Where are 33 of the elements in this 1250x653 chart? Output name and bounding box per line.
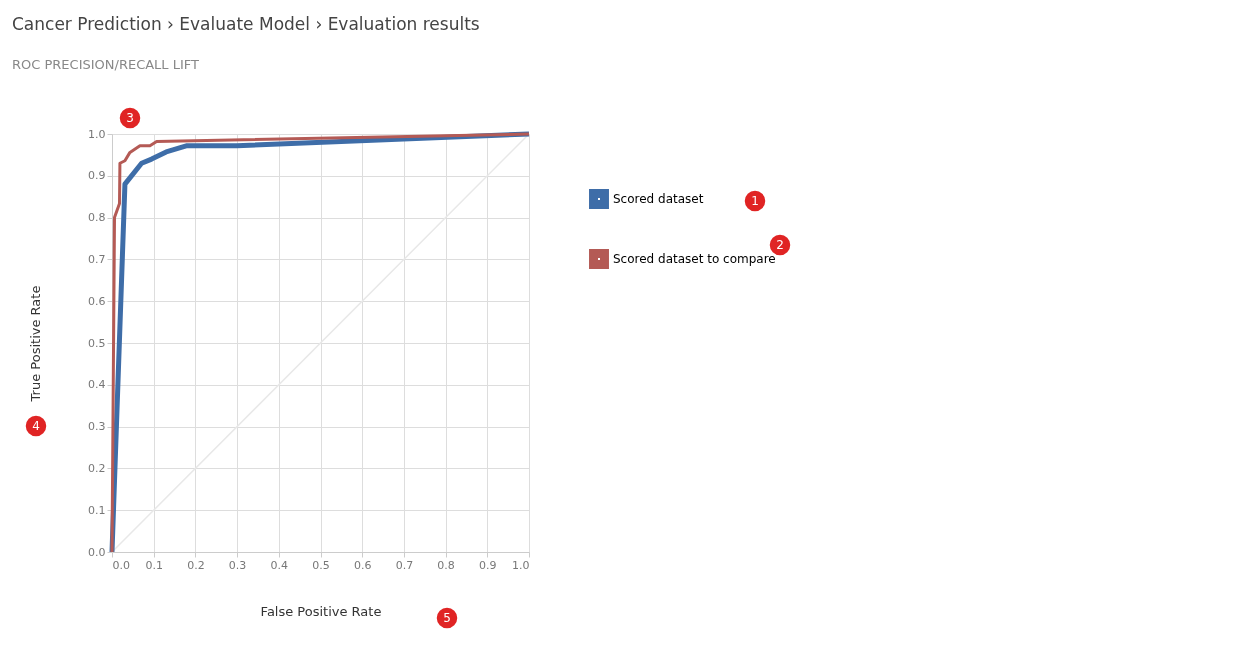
y-tick-label: 0.7 xyxy=(88,252,106,266)
x-tick-label: 0.5 xyxy=(312,558,330,572)
y-tick-label: 0.2 xyxy=(88,461,106,475)
x-tick-label: 0.7 xyxy=(395,558,414,572)
x-tick-label: 1.0 xyxy=(512,558,530,572)
x-axis-title: False Positive Rate xyxy=(260,603,382,619)
y-tick-label: 0.5 xyxy=(88,336,106,350)
text: 4 xyxy=(32,419,40,433)
text: 5 xyxy=(443,611,451,625)
y-tick-label: 0.6 xyxy=(88,294,106,308)
y-axis-title: True Positive Rate xyxy=(28,285,44,403)
x-tick-label: 0.4 xyxy=(270,558,289,572)
text: 2 xyxy=(776,238,784,252)
text: 3 xyxy=(126,111,134,125)
y-tick-label: 0.0 xyxy=(88,545,106,559)
x-tick-label: 0.2 xyxy=(187,558,205,572)
x-tick-label: 0.0 xyxy=(112,558,130,572)
x-tick-label: 0.3 xyxy=(228,558,247,572)
x-tick-label: 0.9 xyxy=(479,558,497,572)
legend-label: Scored dataset xyxy=(613,192,704,206)
y-tick-label: 0.9 xyxy=(88,169,106,183)
y-tick-label: 0.3 xyxy=(88,420,106,434)
x-tick-label: 0.8 xyxy=(437,558,455,572)
y-tick-label: 0.8 xyxy=(88,211,106,225)
y-tick-label: 0.1 xyxy=(88,503,106,517)
y-tick-label: 1.0 xyxy=(88,127,106,141)
chart-subtitle: ROC PRECISION/RECALL LIFT xyxy=(12,56,200,72)
x-tick-label: 0.6 xyxy=(353,558,372,572)
chart-title: Cancer Prediction › Evaluate Model › Evaluation results xyxy=(12,13,480,34)
x-tick-label: 0.1 xyxy=(145,558,163,572)
legend-label: Scored dataset to compare xyxy=(613,252,776,266)
y-tick-label: 0.4 xyxy=(88,378,106,392)
text: 1 xyxy=(751,194,759,208)
